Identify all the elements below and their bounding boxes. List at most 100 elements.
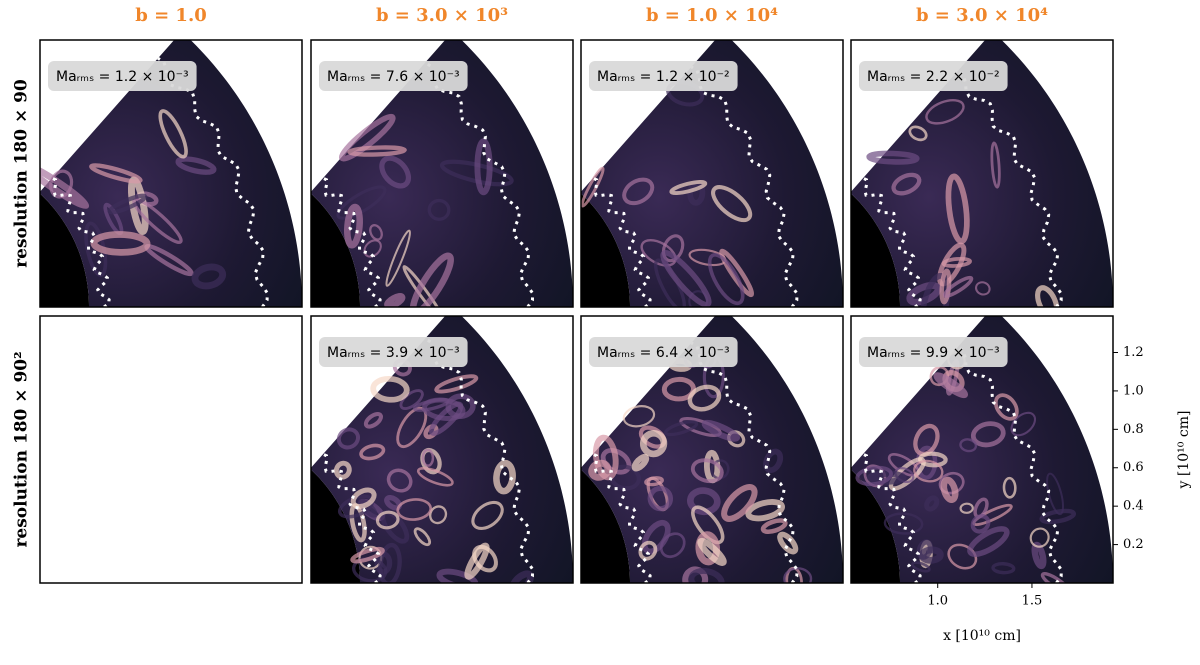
annotation-box bbox=[319, 337, 468, 367]
flow-feature bbox=[687, 384, 722, 412]
flow-feature bbox=[917, 451, 948, 468]
flow-feature bbox=[913, 423, 940, 457]
simulation-image bbox=[40, 40, 302, 307]
flow-feature bbox=[434, 374, 479, 394]
simulation-image bbox=[581, 316, 843, 583]
flow-feature bbox=[363, 239, 382, 258]
annotation: Maᵣₘₛ = 7.6 × 10⁻³ bbox=[327, 69, 460, 85]
row-label: resolution 180 × 90² bbox=[12, 351, 32, 547]
flow-feature bbox=[509, 570, 534, 583]
boundary bbox=[424, 337, 535, 583]
flow-feature bbox=[697, 537, 727, 566]
panel-frame bbox=[39, 39, 303, 308]
boundary bbox=[690, 341, 799, 583]
flow-feature bbox=[855, 465, 893, 487]
flow-feature bbox=[1031, 541, 1047, 570]
flow-feature bbox=[384, 293, 406, 307]
flow-feature bbox=[191, 263, 227, 290]
flow-feature bbox=[745, 499, 785, 522]
panel-frame bbox=[310, 39, 574, 308]
flow-feature bbox=[350, 487, 377, 510]
y-tick-label: 0.4 bbox=[1123, 499, 1144, 514]
flow-feature bbox=[1040, 572, 1071, 583]
flow-feature bbox=[409, 252, 454, 307]
flow-feature bbox=[908, 125, 928, 142]
flow-feature bbox=[918, 546, 944, 564]
flow-feature bbox=[660, 250, 712, 307]
flow-feature bbox=[945, 173, 970, 245]
flow-feature bbox=[343, 203, 363, 249]
flow-feature bbox=[686, 487, 721, 516]
flow-feature bbox=[990, 141, 1001, 189]
flow-feature bbox=[701, 419, 741, 442]
annotation-box bbox=[48, 61, 197, 91]
y-tick-label: 0.2 bbox=[1123, 537, 1144, 552]
flow-feature bbox=[933, 372, 969, 399]
panel-frame bbox=[580, 39, 844, 308]
flow-feature bbox=[471, 500, 504, 530]
flow-feature bbox=[336, 427, 361, 450]
flow-feature bbox=[158, 109, 188, 159]
annotation-box bbox=[589, 337, 738, 367]
core bbox=[311, 469, 361, 583]
annotation-box bbox=[589, 61, 738, 91]
panel bbox=[39, 315, 303, 584]
boundary bbox=[956, 69, 1063, 307]
flow-feature bbox=[967, 526, 1010, 557]
annotation-box bbox=[859, 337, 1008, 367]
y-tick-label: 0.8 bbox=[1123, 422, 1144, 437]
flow-feature bbox=[464, 542, 490, 580]
annotation: Maᵣₘₛ = 2.2 × 10⁻² bbox=[867, 69, 1000, 85]
flow-feature bbox=[421, 448, 435, 467]
core bbox=[581, 193, 631, 307]
flow-feature bbox=[385, 229, 411, 287]
y-tick-label: 1.2 bbox=[1123, 345, 1144, 360]
boundary bbox=[592, 452, 652, 583]
flow-feature bbox=[386, 468, 413, 493]
boundary bbox=[592, 176, 652, 307]
x-tick-label: 1.0 bbox=[927, 594, 948, 609]
boundary bbox=[322, 452, 382, 583]
flow-feature bbox=[640, 238, 677, 267]
panel: Maᵣₘₛ = 1.2 × 10⁻² bbox=[580, 39, 844, 308]
flow-feature bbox=[445, 393, 476, 419]
core bbox=[581, 469, 631, 583]
flow-feature bbox=[942, 275, 974, 298]
flow-feature bbox=[959, 502, 974, 514]
simulation-image bbox=[851, 316, 1113, 583]
annotation-box bbox=[859, 61, 1008, 91]
flow-feature bbox=[638, 540, 658, 561]
flow-feature bbox=[1029, 527, 1050, 548]
flow-feature bbox=[719, 248, 755, 298]
flow-feature bbox=[1035, 285, 1060, 307]
convection-zone bbox=[851, 40, 1113, 307]
flow-feature bbox=[474, 138, 493, 196]
flow-feature bbox=[970, 421, 1006, 448]
flow-feature bbox=[347, 145, 407, 157]
flow-feature bbox=[89, 163, 143, 184]
flow-feature bbox=[375, 510, 400, 530]
panel: Maᵣₘₛ = 7.6 × 10⁻³ bbox=[310, 39, 574, 308]
simulation-image bbox=[311, 40, 573, 307]
flow-feature bbox=[691, 505, 725, 545]
x-tick-label: 1.5 bbox=[1022, 594, 1043, 609]
flow-feature bbox=[783, 567, 813, 583]
flow-feature bbox=[661, 234, 685, 263]
panel: Maᵣₘₛ = 1.2 × 10⁻³ bbox=[39, 39, 303, 308]
y-tick-label: 1.0 bbox=[1123, 383, 1144, 398]
flow-feature bbox=[396, 498, 433, 521]
annotation: Maᵣₘₛ = 9.9 × 10⁻³ bbox=[867, 345, 1000, 361]
flow-feature bbox=[940, 476, 959, 504]
flow-feature bbox=[993, 393, 1019, 421]
flow-feature bbox=[416, 466, 454, 487]
annotation: Maᵣₘₛ = 6.4 × 10⁻³ bbox=[597, 345, 730, 361]
boundary bbox=[862, 452, 922, 583]
convection-zone bbox=[40, 40, 302, 307]
flow-feature bbox=[664, 420, 699, 437]
flow-feature bbox=[378, 542, 402, 583]
panel: Maᵣₘₛ = 9.9 × 10⁻³ bbox=[850, 315, 1114, 584]
column-title: b = 3.0 × 10³ bbox=[376, 5, 508, 26]
flow-feature bbox=[639, 429, 668, 458]
flow-feature bbox=[631, 453, 650, 472]
